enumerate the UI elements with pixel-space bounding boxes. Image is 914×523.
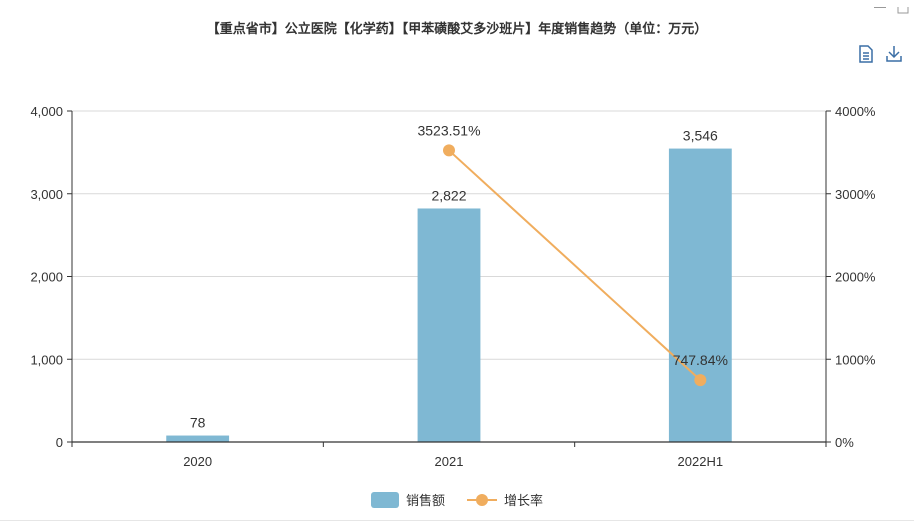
- legend-label-growth: 增长率: [504, 494, 544, 509]
- chart-toolbox: [856, 44, 904, 64]
- y-tick-label: 3,000: [30, 187, 63, 202]
- combo-chart: 0 1,000 2,000 3,000 4,000 0% 1000% 2000% 3000% 40…: [30, 104, 876, 469]
- y-tick-label: 4,000: [30, 104, 63, 119]
- legend-bar-swatch: [370, 491, 399, 508]
- data-view-icon[interactable]: [856, 44, 876, 64]
- bar-data-label: 3,546: [683, 128, 718, 144]
- y2-tick-label: 0%: [835, 435, 854, 450]
- bar: [166, 435, 230, 442]
- x-tick-label: 2021: [435, 454, 464, 469]
- x-tick-label: 2022H1: [678, 454, 724, 469]
- growth-line: [448, 149, 702, 381]
- legend-item-growth[interactable]: 增长率: [467, 490, 543, 509]
- y2-tick-label: 2000%: [835, 270, 876, 285]
- y2-tick-label: 4000%: [835, 104, 876, 119]
- growth-data-label: 3523.51%: [417, 122, 480, 138]
- bottom-divider: [0, 520, 914, 521]
- growth-data-label: 747.84%: [673, 352, 728, 368]
- y-tick-label: 0: [56, 435, 63, 450]
- bar: [668, 148, 732, 443]
- legend-item-sales[interactable]: 销售额: [370, 490, 445, 509]
- bar-data-label: 78: [190, 415, 206, 431]
- bar-data-label: 2,822: [431, 187, 466, 203]
- legend-line-swatch: [467, 493, 497, 506]
- legend-label-sales: 销售额: [405, 494, 445, 509]
- y2-tick-label: 1000%: [835, 352, 876, 367]
- y-tick-label: 2,000: [30, 270, 63, 285]
- bar: [417, 208, 481, 442]
- x-tick-label: 2020: [183, 454, 212, 469]
- growth-point: [443, 144, 455, 157]
- download-icon[interactable]: [884, 44, 904, 64]
- chart-legend: 销售额 增长率: [0, 490, 914, 509]
- window-corner-decoration: [874, 0, 914, 14]
- chart-title: 【重点省市】公立医院【化学药】【甲苯磺酸艾多沙班片】年度销售趋势（单位：万元）: [206, 22, 708, 37]
- y-tick-label: 1,000: [30, 352, 63, 367]
- y2-tick-label: 3000%: [835, 187, 876, 202]
- growth-point: [694, 374, 707, 387]
